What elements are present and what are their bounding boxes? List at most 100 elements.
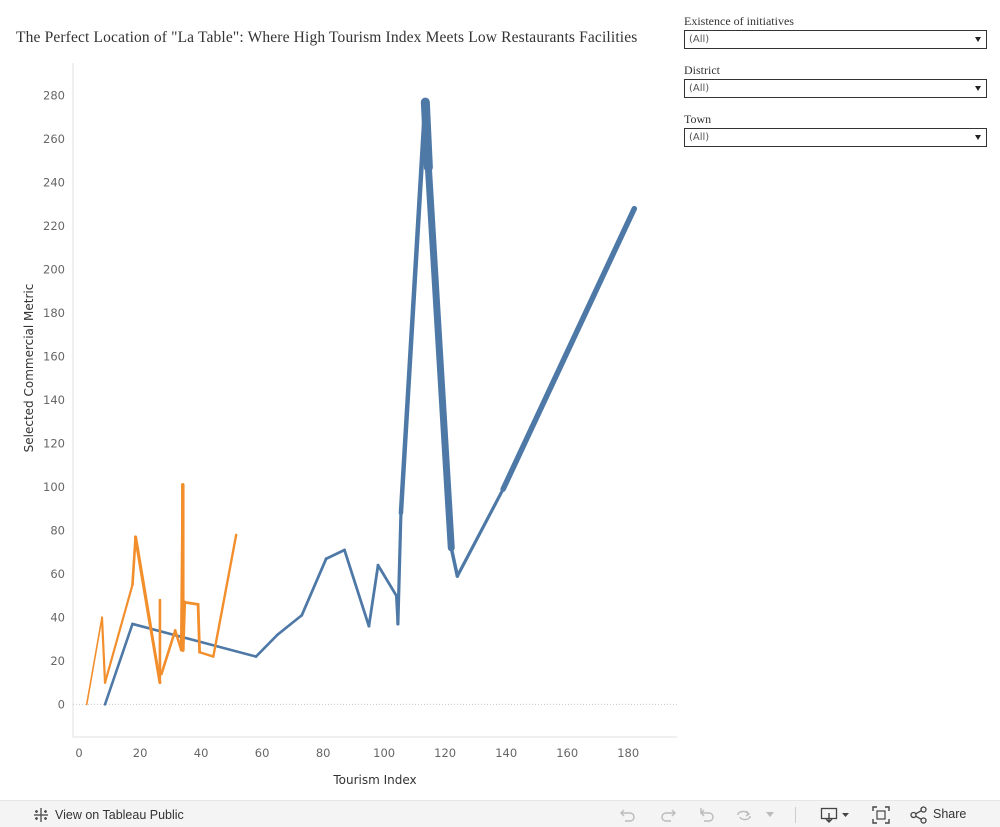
series-0-segment	[300, 557, 328, 617]
series-1-segment	[212, 533, 238, 658]
series-1-point	[182, 600, 186, 604]
series-0-point	[394, 594, 398, 598]
undo-icon[interactable]	[619, 806, 637, 824]
series-0-segment	[276, 613, 304, 637]
series-0-point	[449, 546, 454, 550]
series-0-segment	[324, 548, 346, 561]
x-tick-label: 80	[316, 746, 331, 760]
share-icon[interactable]	[910, 806, 928, 824]
x-tick-label: 60	[255, 746, 270, 760]
series-1-point	[101, 616, 103, 619]
filter-district-label: District	[684, 63, 720, 77]
series-0-point	[501, 487, 505, 491]
toolbar-divider	[795, 807, 796, 823]
series-0-point	[399, 511, 403, 515]
series-0-point	[343, 548, 346, 552]
series-0-segment	[367, 563, 380, 628]
series-1-segment	[182, 600, 200, 606]
series-0-point	[276, 633, 279, 637]
y-axis-title: Selected Commercial Metric	[22, 284, 36, 453]
series-1-segment	[149, 626, 162, 685]
series-0-segment	[131, 622, 258, 658]
tableau-toolbar: View on Tableau Public Share	[0, 800, 1000, 827]
series-0-segment	[103, 622, 134, 706]
dropdown-arrow-icon	[975, 135, 981, 140]
filter-town-select[interactable]: (All)	[684, 128, 987, 147]
series-1-segment	[196, 602, 201, 654]
series-1-point	[134, 535, 137, 539]
view-on-tableau-label: View on Tableau Public	[55, 807, 184, 822]
y-tick-label: 280	[43, 89, 65, 103]
download-icon[interactable]	[820, 806, 850, 824]
series-0-point	[300, 613, 304, 617]
series-0-point	[367, 624, 371, 628]
x-tick-label: 20	[133, 746, 148, 760]
dropdown-arrow-icon	[975, 37, 981, 42]
dropdown-arrow-icon	[975, 86, 981, 91]
y-tick-label: 80	[50, 523, 65, 537]
series-0-segment	[398, 99, 428, 516]
series-0-segment	[343, 548, 371, 628]
x-tick-label: 40	[194, 746, 209, 760]
series-1-point	[173, 629, 177, 632]
share-button[interactable]: Share	[933, 807, 967, 821]
series-0-segment	[254, 633, 279, 658]
series-0-segment	[420, 97, 433, 172]
series-0-point	[455, 574, 459, 578]
series-0-point	[396, 622, 400, 626]
series-1-point	[181, 648, 185, 652]
y-tick-label: 260	[43, 132, 65, 146]
series-1-point	[212, 655, 215, 658]
y-tick-label: 0	[58, 697, 65, 711]
series-1-segment	[85, 616, 103, 706]
filter-district-value: (All)	[689, 83, 710, 94]
series-1-point	[196, 602, 200, 606]
series-1-segment	[181, 600, 187, 652]
revert-icon[interactable]	[698, 806, 716, 824]
series-1-point	[149, 626, 153, 630]
y-tick-label: 60	[50, 567, 65, 581]
series-1-segment	[103, 583, 134, 684]
x-tick-label: 180	[617, 746, 639, 760]
series-1-point	[158, 681, 162, 684]
x-tick-label: 120	[434, 746, 456, 760]
filter-district: District (All)	[684, 63, 987, 98]
series-0-point	[254, 655, 258, 658]
x-tick-label: 160	[556, 746, 578, 760]
series-0-segment	[500, 205, 638, 492]
x-axis-title: Tourism Index	[332, 773, 416, 787]
filter-initiatives: Existence of initiatives (All)	[684, 14, 987, 49]
y-tick-label: 240	[43, 176, 65, 190]
chart-title: The Perfect Location of "La Table": Wher…	[16, 29, 638, 46]
series-1-point	[198, 651, 201, 654]
filter-district-select[interactable]: (All)	[684, 79, 987, 98]
x-tick-label: 0	[75, 746, 82, 760]
filter-town: Town (All)	[684, 112, 987, 147]
series-0-point	[424, 163, 432, 171]
redo-icon[interactable]	[659, 806, 677, 824]
y-tick-label: 40	[50, 610, 65, 624]
refresh-icon[interactable]	[735, 806, 753, 824]
fullscreen-icon[interactable]	[872, 806, 890, 824]
series-0-segment	[424, 163, 455, 552]
x-tick-label: 100	[373, 746, 395, 760]
y-tick-label: 200	[43, 263, 65, 277]
filter-initiatives-select[interactable]: (All)	[684, 30, 987, 49]
y-tick-label: 160	[43, 350, 65, 364]
filter-town-value: (All)	[689, 132, 710, 143]
filter-town-label: Town	[684, 112, 712, 126]
series-1-point	[131, 583, 134, 586]
series-0-segment	[449, 546, 460, 578]
series-0-point	[423, 99, 428, 105]
series-0-point	[324, 557, 328, 561]
y-tick-label: 100	[43, 480, 65, 494]
series-1-point	[158, 598, 162, 602]
view-on-tableau-link[interactable]: View on Tableau Public	[33, 801, 184, 827]
series-0-segment	[455, 487, 505, 578]
x-tick-label: 140	[495, 746, 517, 760]
series-1-point	[181, 483, 185, 487]
series-0-segment	[376, 563, 398, 598]
series-1-point	[160, 672, 163, 676]
pause-dropdown-icon[interactable]	[765, 811, 775, 819]
y-tick-label: 120	[43, 436, 65, 450]
